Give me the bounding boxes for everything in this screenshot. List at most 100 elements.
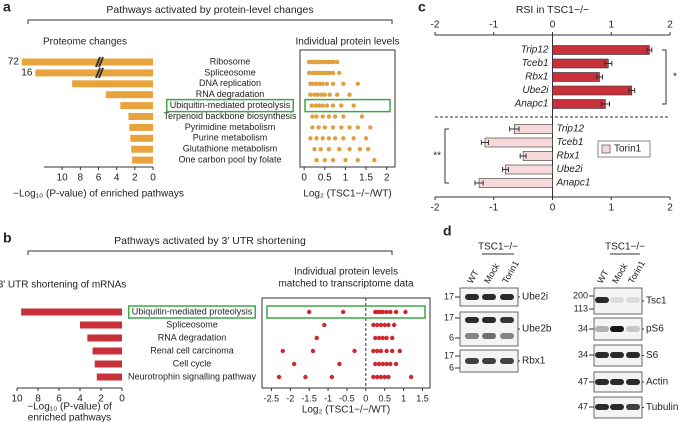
- highlight-box: [127, 305, 257, 319]
- dot: [408, 374, 414, 380]
- dot: [384, 309, 389, 315]
- dot: [382, 374, 387, 380]
- dot: [310, 114, 315, 119]
- dot: [330, 125, 336, 130]
- strip-subtitle: Individual protein levels: [294, 267, 398, 278]
- dot: [318, 147, 323, 152]
- dot: [308, 136, 313, 141]
- dot: [363, 136, 369, 141]
- dot: [380, 309, 386, 315]
- category-label: One carbon pool by folate: [178, 154, 281, 164]
- protein-label: Actin: [646, 377, 668, 388]
- bar: [522, 151, 553, 161]
- dot: [347, 92, 352, 97]
- category-label: Ubiquitin-mediated proteolysis: [170, 100, 291, 110]
- dot: [355, 125, 361, 130]
- dot: [316, 103, 322, 108]
- dot: [303, 374, 308, 380]
- significance-bracket: [444, 128, 449, 184]
- protein-label: Ube2i: [522, 292, 548, 303]
- band: [610, 404, 624, 410]
- x-axis-label: −Log₁₀ (P-value) of: [27, 402, 112, 413]
- x-tick-label: 8: [35, 394, 41, 405]
- dot: [355, 157, 361, 163]
- category-label: Cell cycle: [173, 358, 212, 368]
- bar-subtitle: Proteome changes: [43, 37, 127, 48]
- dot: [347, 125, 352, 130]
- marker-label: 17: [444, 312, 454, 322]
- strip-subtitle: matched to transcriptome data: [278, 279, 414, 290]
- legend-frame: [597, 140, 651, 158]
- band: [500, 358, 514, 364]
- dot: [311, 81, 316, 87]
- band: [626, 352, 640, 358]
- lane-label: WT: [595, 268, 611, 286]
- dot: [324, 81, 330, 87]
- marker-label: 113: [574, 303, 588, 313]
- dot: [371, 322, 376, 328]
- bar: [131, 145, 153, 153]
- protein-label: Rbx1: [522, 356, 546, 367]
- marker-label: 6: [449, 332, 454, 342]
- band: [465, 317, 479, 323]
- dot: [320, 136, 325, 141]
- x-tick-label: 2: [667, 203, 673, 214]
- axis-break: [95, 67, 104, 79]
- gene-label: Trip12: [557, 124, 585, 135]
- error-bar: [600, 101, 610, 107]
- dot: [331, 59, 337, 65]
- x-tick-label: 2: [132, 173, 138, 184]
- title-rule: [27, 250, 393, 255]
- dot: [384, 361, 389, 367]
- band: [465, 294, 479, 300]
- marker-label: 47: [578, 401, 588, 411]
- protein-label: Ube2b: [522, 324, 552, 335]
- marker-label: 6: [449, 362, 454, 372]
- x-tick-label: 4: [114, 173, 120, 184]
- x-axis-label: enriched pathways: [28, 413, 111, 422]
- x-axis-label: −Log₁₀ (P-value) of enriched pathways: [13, 189, 184, 200]
- dot: [324, 103, 330, 108]
- category-label: Terpenoid backbone biosynthesis: [163, 111, 297, 121]
- band: [595, 297, 609, 303]
- gene-label: Ube2i: [522, 85, 549, 96]
- bar: [552, 45, 650, 55]
- dot: [334, 59, 340, 65]
- dot: [368, 125, 373, 130]
- dot: [313, 103, 318, 108]
- marker-label: 17: [444, 291, 454, 301]
- panel-title: Pathways activated by protein-level chan…: [106, 4, 313, 16]
- dot: [371, 374, 376, 380]
- dot: [276, 374, 282, 380]
- strip-frame: [261, 297, 431, 389]
- x-axis-label: Log₂ (TSC1−/−/WT): [302, 405, 390, 416]
- dot: [320, 81, 325, 87]
- dot: [371, 348, 376, 354]
- x-tick-label: 6: [56, 394, 62, 405]
- bar: [120, 102, 153, 110]
- bar: [21, 58, 154, 66]
- dot: [357, 147, 363, 152]
- band: [626, 297, 640, 303]
- dot: [355, 81, 361, 87]
- bar: [96, 373, 122, 381]
- bar: [72, 80, 153, 88]
- dot: [337, 361, 342, 367]
- category-label: Renal cell carcinoma: [150, 345, 234, 355]
- protein-label: pS6: [646, 324, 664, 335]
- dot: [372, 157, 377, 163]
- bar: [21, 308, 123, 316]
- band: [595, 352, 609, 358]
- bar: [94, 360, 122, 368]
- gene-label: Ube2i: [557, 164, 584, 175]
- x-tick-label: -1: [324, 393, 332, 403]
- protein-label: Tsc1: [646, 296, 667, 307]
- dot: [316, 125, 321, 130]
- dot: [365, 147, 371, 152]
- error-bar: [474, 180, 484, 186]
- x-tick-label: 0: [363, 393, 368, 403]
- legend-label: Torin1: [614, 144, 642, 155]
- x-tick-label: -1: [489, 20, 498, 31]
- dot: [320, 103, 325, 108]
- dot: [327, 70, 332, 76]
